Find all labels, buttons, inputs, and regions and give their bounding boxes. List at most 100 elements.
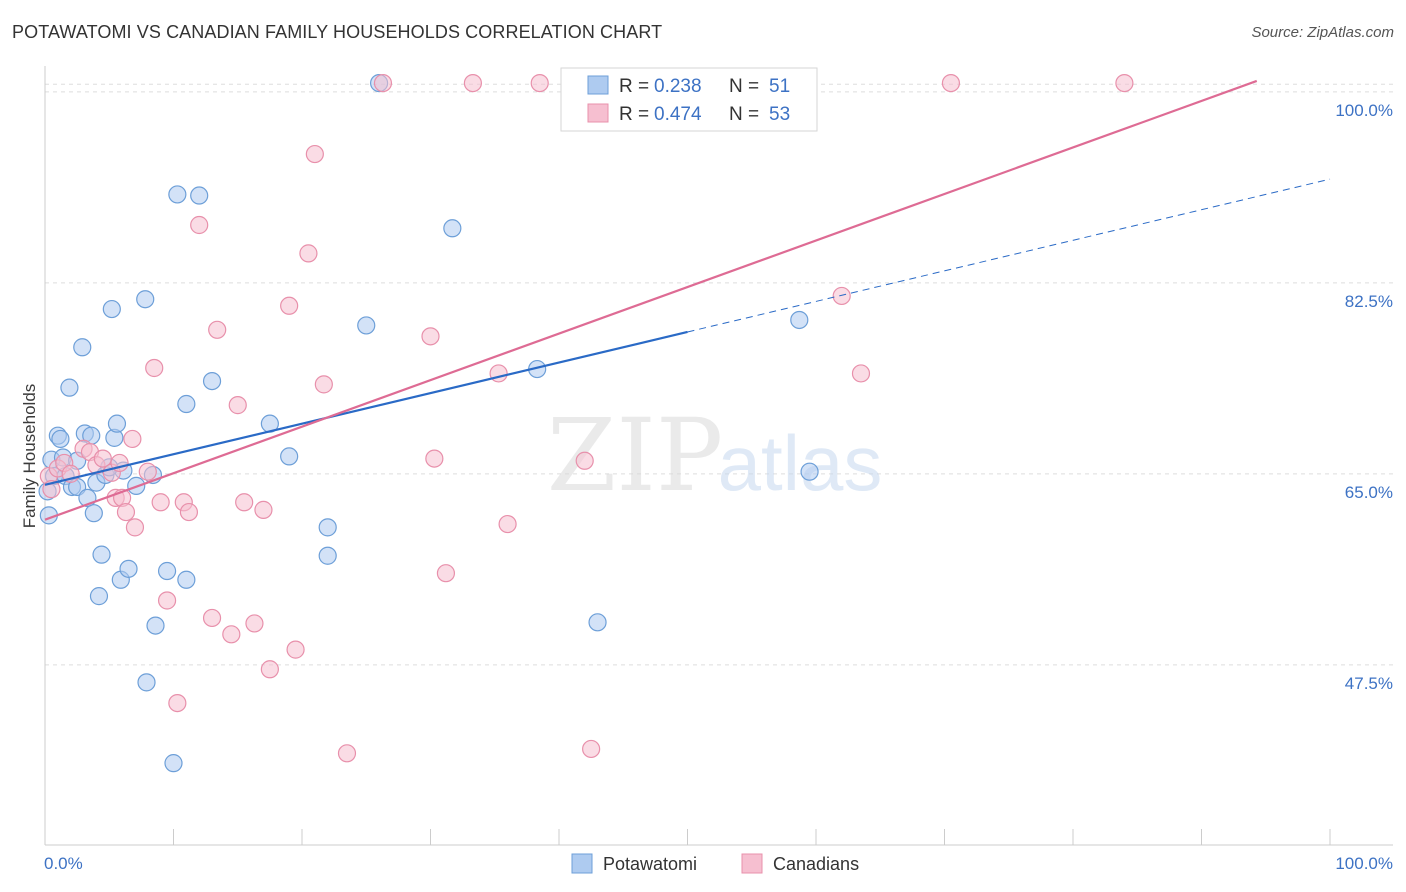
canadians-point-16 [138, 462, 157, 481]
chart-source: Source: ZipAtlas.com [1251, 24, 1394, 41]
canadians-point-29 [245, 614, 264, 633]
canadians-point-33 [286, 640, 305, 659]
series-legend: Potawatomi Canadians [571, 853, 859, 874]
canadians-point-46 [575, 451, 594, 470]
legend-swatch-potawatomi [587, 75, 609, 95]
legend-r-value-2: 0.474 [654, 104, 702, 125]
potawatomi-point-46 [443, 219, 462, 238]
canadians-point-52 [1115, 73, 1134, 93]
y-tick-label-2: 82.5% [1345, 292, 1393, 311]
potawatomi-point-33 [157, 561, 177, 581]
canadians-point-25 [208, 320, 227, 339]
y-tick-label-0: 47.5% [1345, 674, 1393, 693]
legend-r-label-2: R = [619, 104, 649, 125]
canadians-point-32 [280, 296, 299, 315]
y-tick-label-3: 100.0% [1335, 101, 1393, 120]
potawatomi-point-42 [318, 546, 337, 565]
canadians-point-49 [832, 286, 851, 306]
potawatomi-point-24 [107, 414, 127, 433]
canadians-point-34 [299, 244, 318, 263]
watermark: ZIP atlas [547, 397, 883, 514]
canadians-point-23 [190, 215, 209, 235]
bottom-legend-swatch-potawatomi [571, 853, 593, 874]
canadians-point-37 [337, 744, 357, 763]
canadians-point-44 [498, 514, 517, 534]
canadians-point-14 [123, 429, 142, 449]
y-axis-label: Family Households [20, 384, 39, 529]
potawatomi-point-16 [84, 504, 103, 523]
potawatomi-point-27 [119, 559, 138, 578]
canadians-point-22 [179, 502, 199, 522]
y-tick-label-1: 65.0% [1345, 483, 1393, 502]
canadians-point-40 [425, 449, 444, 468]
potawatomi-point-8 [60, 378, 79, 397]
canadians-point-27 [228, 396, 247, 415]
potawatomi-point-38 [190, 186, 209, 205]
chart-title: POTAWATOMI VS CANADIAN FAMILY HOUSEHOLDS… [12, 22, 663, 42]
potawatomi-point-49 [790, 310, 809, 330]
canadians-point-24 [202, 608, 222, 628]
potawatomi-point-50 [800, 462, 819, 481]
legend-r-value-1: 0.238 [654, 76, 702, 97]
potawatomi-point-30 [137, 673, 156, 692]
canadians-point-41 [436, 564, 456, 583]
potawatomi-point-37 [177, 394, 196, 414]
canadians-point-50 [851, 364, 871, 383]
canadians-point-35 [314, 375, 333, 394]
grid-lines [45, 83, 1393, 666]
canadians-point-20 [168, 693, 187, 713]
potawatomi-point-22 [102, 299, 121, 319]
potawatomi-point-43 [318, 518, 337, 537]
potawatomi-point-34 [164, 754, 183, 773]
potawatomi-point-18 [89, 587, 109, 606]
canadians-point-36 [305, 144, 324, 164]
potawatomi-trend-extension [687, 178, 1331, 333]
canadians-point-42 [463, 73, 483, 93]
potawatomi-point-41 [280, 447, 299, 466]
potawatomi-point-44 [357, 316, 376, 335]
canadians-point-13 [116, 502, 136, 522]
canadians-point-28 [235, 493, 254, 512]
canadians-trend-line [44, 79, 1258, 521]
stats-legend: R = 0.238 N = 51 R = 0.474 N = 53 [560, 67, 818, 132]
legend-swatch-canadians [587, 103, 609, 123]
x-tick-label-max: 100.0% [1335, 854, 1393, 873]
y-tick-labels: 47.5% 65.0% 82.5% 100.0% [1335, 101, 1393, 693]
potawatomi-point-5 [51, 429, 70, 449]
canadians-point-8 [93, 449, 112, 468]
legend-n-value-2: 53 [769, 104, 790, 125]
legend-n-value-1: 51 [769, 76, 790, 97]
canadians-point-31 [260, 660, 279, 679]
canadians-point-45 [530, 73, 549, 93]
canadians-point-18 [151, 493, 170, 512]
potawatomi-point-12 [73, 338, 92, 357]
canadians-point-38 [373, 73, 393, 93]
trend-lines [44, 79, 1331, 521]
bottom-legend-swatch-canadians [741, 853, 763, 874]
canadians-point-15 [125, 518, 145, 537]
watermark-zip: ZIP [547, 397, 723, 514]
potawatomi-point-35 [168, 185, 187, 204]
canadians-point-26 [222, 625, 241, 644]
watermark-atlas: atlas [718, 419, 883, 507]
potawatomi-point-19 [92, 545, 111, 564]
potawatomi-point-36 [177, 570, 196, 589]
canadians-point-39 [421, 327, 440, 346]
bottom-legend-label-canadians: Canadians [773, 854, 859, 874]
legend-r-label-1: R = [619, 76, 649, 97]
legend-n-label-1: N = [729, 76, 759, 97]
canadians-point-51 [941, 73, 961, 93]
potawatomi-point-32 [146, 616, 165, 635]
canadians-point-47 [582, 739, 601, 759]
potawatomi-point-39 [202, 371, 222, 391]
legend-n-label-2: N = [729, 104, 759, 125]
bottom-legend-label-potawatomi: Potawatomi [603, 854, 697, 874]
x-tick-label-min: 0.0% [44, 854, 83, 873]
canadians-point-30 [254, 500, 273, 519]
canadians-point-19 [157, 591, 177, 610]
potawatomi-point-48 [588, 613, 607, 632]
potawatomi-point-29 [136, 290, 155, 309]
canadians-point-17 [145, 358, 164, 378]
potawatomi-trend-line [44, 330, 688, 486]
